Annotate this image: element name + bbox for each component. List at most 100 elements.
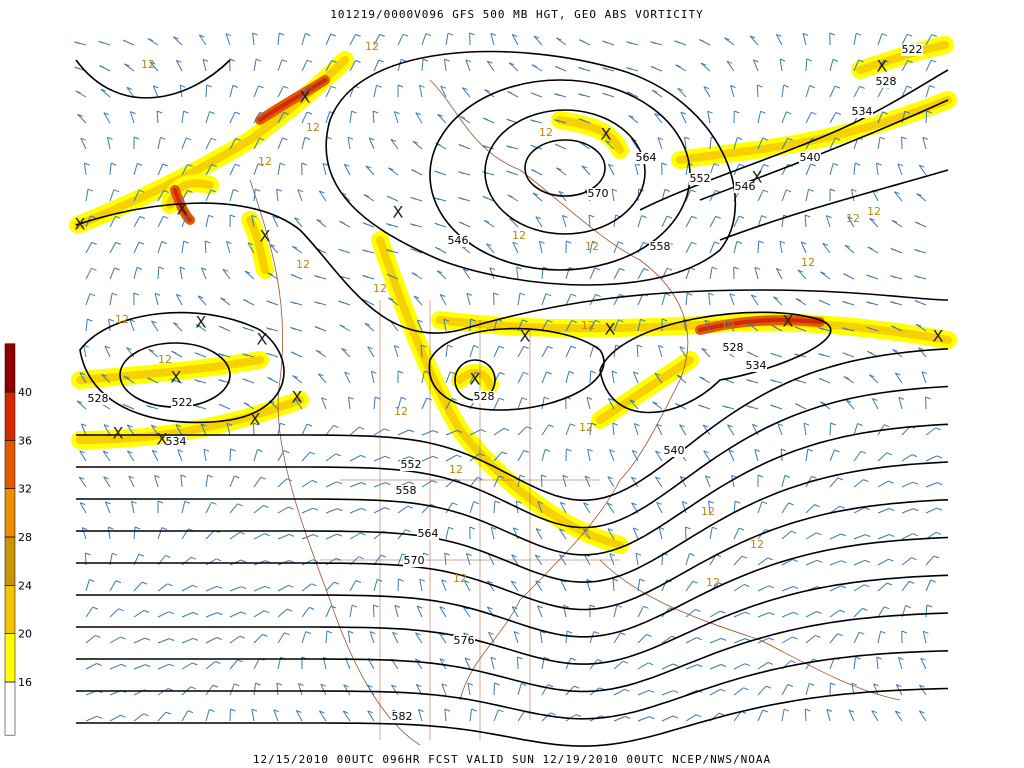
vorticity-maximum: X	[393, 203, 404, 222]
wind-barb-flag	[344, 163, 350, 167]
wind-barb-flag	[410, 248, 416, 252]
wind-barb	[349, 532, 361, 540]
wind-barb	[247, 242, 255, 254]
wind-barb-flag	[367, 346, 373, 350]
wind-barb	[493, 500, 496, 514]
wind-barb	[654, 113, 663, 124]
vorticity-core	[698, 318, 822, 332]
wind-barb	[157, 663, 170, 670]
wind-barb-flag	[235, 163, 241, 167]
height-contour-label: 570	[588, 187, 609, 200]
wind-barb-flag	[434, 222, 440, 226]
vorticity-label: 12	[373, 282, 387, 295]
wind-barb-flag	[379, 33, 385, 37]
wind-barb-flag	[835, 137, 841, 141]
wind-barb	[397, 429, 410, 436]
wind-barb	[277, 33, 280, 46]
wind-barb-flag	[548, 424, 554, 428]
wind-barb-flag	[153, 85, 159, 89]
wind-barb-flag	[447, 32, 454, 36]
wind-barb-flag	[76, 400, 83, 404]
wind-barb	[373, 482, 386, 488]
wind-barb	[661, 663, 674, 670]
wind-barb	[847, 216, 855, 228]
wind-barb-flag	[656, 423, 662, 427]
vorticity-label: 12	[141, 58, 155, 71]
wind-barb-flag	[291, 245, 298, 249]
wind-barb-flag	[773, 296, 779, 300]
wind-barb	[558, 528, 567, 540]
wind-barb-flag	[530, 92, 536, 96]
vorticity-band	[76, 396, 304, 444]
wind-barb	[925, 59, 932, 72]
wind-barb-flag	[792, 611, 799, 615]
wind-barb	[709, 610, 721, 618]
colorbar-tick-label: 24	[18, 579, 32, 592]
wind-barb	[229, 448, 232, 462]
wind-barb-flag	[876, 656, 882, 660]
wind-barb-flag	[655, 476, 661, 480]
wind-barb-flag	[307, 59, 313, 63]
wind-barb-flag	[242, 326, 248, 330]
wind-barb	[373, 428, 385, 436]
wind-barb-flag	[330, 33, 336, 37]
wind-barb	[589, 423, 592, 436]
wind-barb	[205, 637, 217, 644]
wind-barb-flag	[648, 689, 655, 693]
wind-barb-flag	[489, 267, 495, 271]
wind-barb	[509, 218, 519, 228]
wind-barb-flag	[91, 241, 97, 245]
wind-barb-flag	[157, 500, 164, 504]
wind-barb-flag	[444, 708, 451, 712]
contour	[76, 423, 949, 556]
wind-barb	[229, 586, 242, 592]
wind-barb	[589, 345, 595, 358]
wind-barb	[253, 59, 257, 72]
wind-barb-flag	[780, 448, 787, 452]
wind-barb	[748, 323, 759, 332]
wind-barb-flag	[795, 298, 801, 302]
wind-barb	[609, 449, 615, 462]
wind-barb-flag	[124, 63, 130, 67]
height-contour-label: 522	[172, 396, 193, 409]
vorticity-band	[596, 356, 694, 424]
wind-barb	[679, 346, 687, 358]
wind-barb	[204, 240, 207, 254]
vorticity-label: 12	[394, 405, 408, 418]
wind-barb	[490, 33, 495, 46]
wind-barb-flag	[666, 215, 673, 219]
wind-barb	[493, 682, 495, 696]
wind-barb	[392, 632, 399, 644]
wind-barb	[733, 711, 742, 722]
wind-barb-flag	[705, 475, 711, 479]
wind-barb-flag	[814, 504, 820, 508]
wind-barb	[133, 664, 146, 670]
wind-barb-flag	[471, 708, 477, 712]
wind-barb-flag	[339, 220, 345, 224]
wind-barb	[373, 34, 381, 46]
wind-barb-flag	[531, 169, 537, 173]
wind-barb	[729, 293, 735, 306]
wind-barb-flag	[611, 188, 618, 192]
wind-barb	[877, 606, 885, 618]
wind-barb	[413, 295, 423, 306]
wind-barb-flag	[444, 552, 450, 556]
wind-barb	[702, 424, 711, 436]
wind-barb	[226, 423, 231, 436]
wind-barb-flag	[923, 630, 929, 634]
wind-barb	[128, 475, 135, 488]
wind-barb-flag	[126, 86, 133, 90]
wind-barb	[757, 557, 768, 566]
wind-barb-flag	[290, 327, 296, 330]
wind-barb-flag	[154, 475, 160, 478]
wind-barb-flag	[695, 609, 701, 612]
vorticity-label: 12	[867, 205, 881, 218]
wind-barb-flag	[408, 481, 415, 485]
wind-barb	[318, 710, 327, 722]
wind-barb	[805, 504, 815, 514]
wind-barb	[317, 373, 327, 384]
wind-barb	[277, 533, 290, 540]
wind-barb-flag	[830, 682, 836, 686]
wind-barb-flag	[863, 479, 869, 483]
wind-barb	[148, 349, 159, 358]
